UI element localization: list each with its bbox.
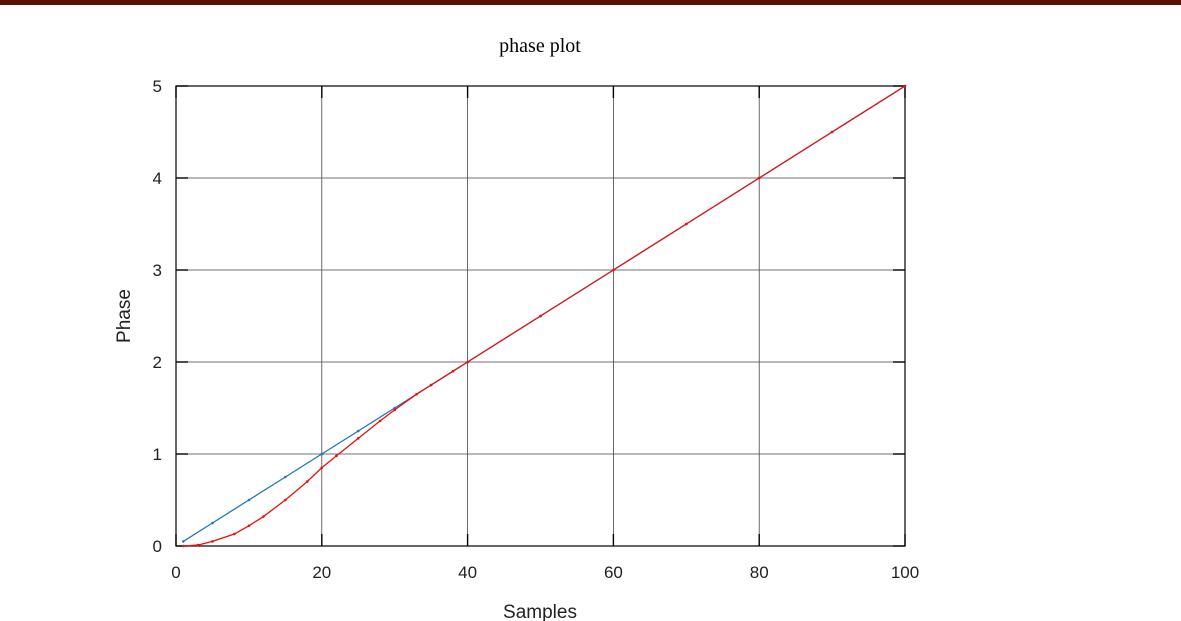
series-point: [320, 452, 324, 456]
series-point: [262, 515, 265, 518]
y-tick-label: 5: [153, 77, 162, 96]
x-tick-label: 40: [458, 563, 477, 582]
series-point: [415, 392, 418, 396]
series-point: [378, 419, 382, 423]
series-point: [429, 383, 433, 387]
series-point: [903, 84, 907, 88]
y-tick-label: 4: [153, 169, 162, 188]
y-tick-label: 1: [153, 445, 162, 464]
series-point: [356, 437, 360, 440]
series-2: [181, 84, 907, 548]
grid-lines: [176, 86, 905, 546]
series-point: [320, 466, 324, 470]
x-tick-label: 0: [171, 563, 180, 582]
series-point: [356, 429, 360, 433]
plot-frame: [175, 85, 906, 547]
x-tick-label: 80: [750, 563, 769, 582]
chart-title: phase plot: [499, 35, 581, 57]
series-point: [335, 454, 338, 458]
series-point: [612, 268, 615, 272]
x-tick-label: 100: [891, 563, 919, 582]
series-point: [211, 540, 214, 543]
series-layer: [181, 84, 907, 548]
series-point: [685, 222, 688, 226]
series-line: [183, 85, 906, 547]
series-point: [233, 532, 236, 536]
axis-ticks: 0 20 40 60 80 100 0 1 2 3 4 5: [153, 77, 920, 582]
plot-border: [175, 85, 906, 547]
series-point: [181, 544, 185, 548]
y-axis-label: Phase: [114, 289, 135, 343]
series-point: [451, 369, 455, 373]
series-point: [305, 480, 309, 483]
series-point: [539, 314, 542, 318]
y-tick-label: 0: [153, 537, 162, 556]
top-accent-bar: [0, 0, 1181, 5]
series-point: [247, 524, 251, 528]
y-tick-label: 2: [153, 353, 162, 372]
x-tick-label: 60: [604, 563, 623, 582]
series-point: [181, 540, 185, 543]
series-point: [393, 408, 397, 412]
y-tick-label: 3: [153, 261, 162, 280]
series-point: [757, 176, 761, 180]
series-point: [284, 475, 287, 479]
x-tick-label: 20: [312, 563, 331, 582]
series-point: [196, 543, 200, 547]
series-point: [466, 360, 469, 364]
series-point: [247, 498, 251, 502]
series-point: [830, 130, 834, 134]
series-point: [284, 498, 287, 502]
x-axis-label: Samples: [503, 602, 577, 621]
series-point: [211, 521, 214, 525]
